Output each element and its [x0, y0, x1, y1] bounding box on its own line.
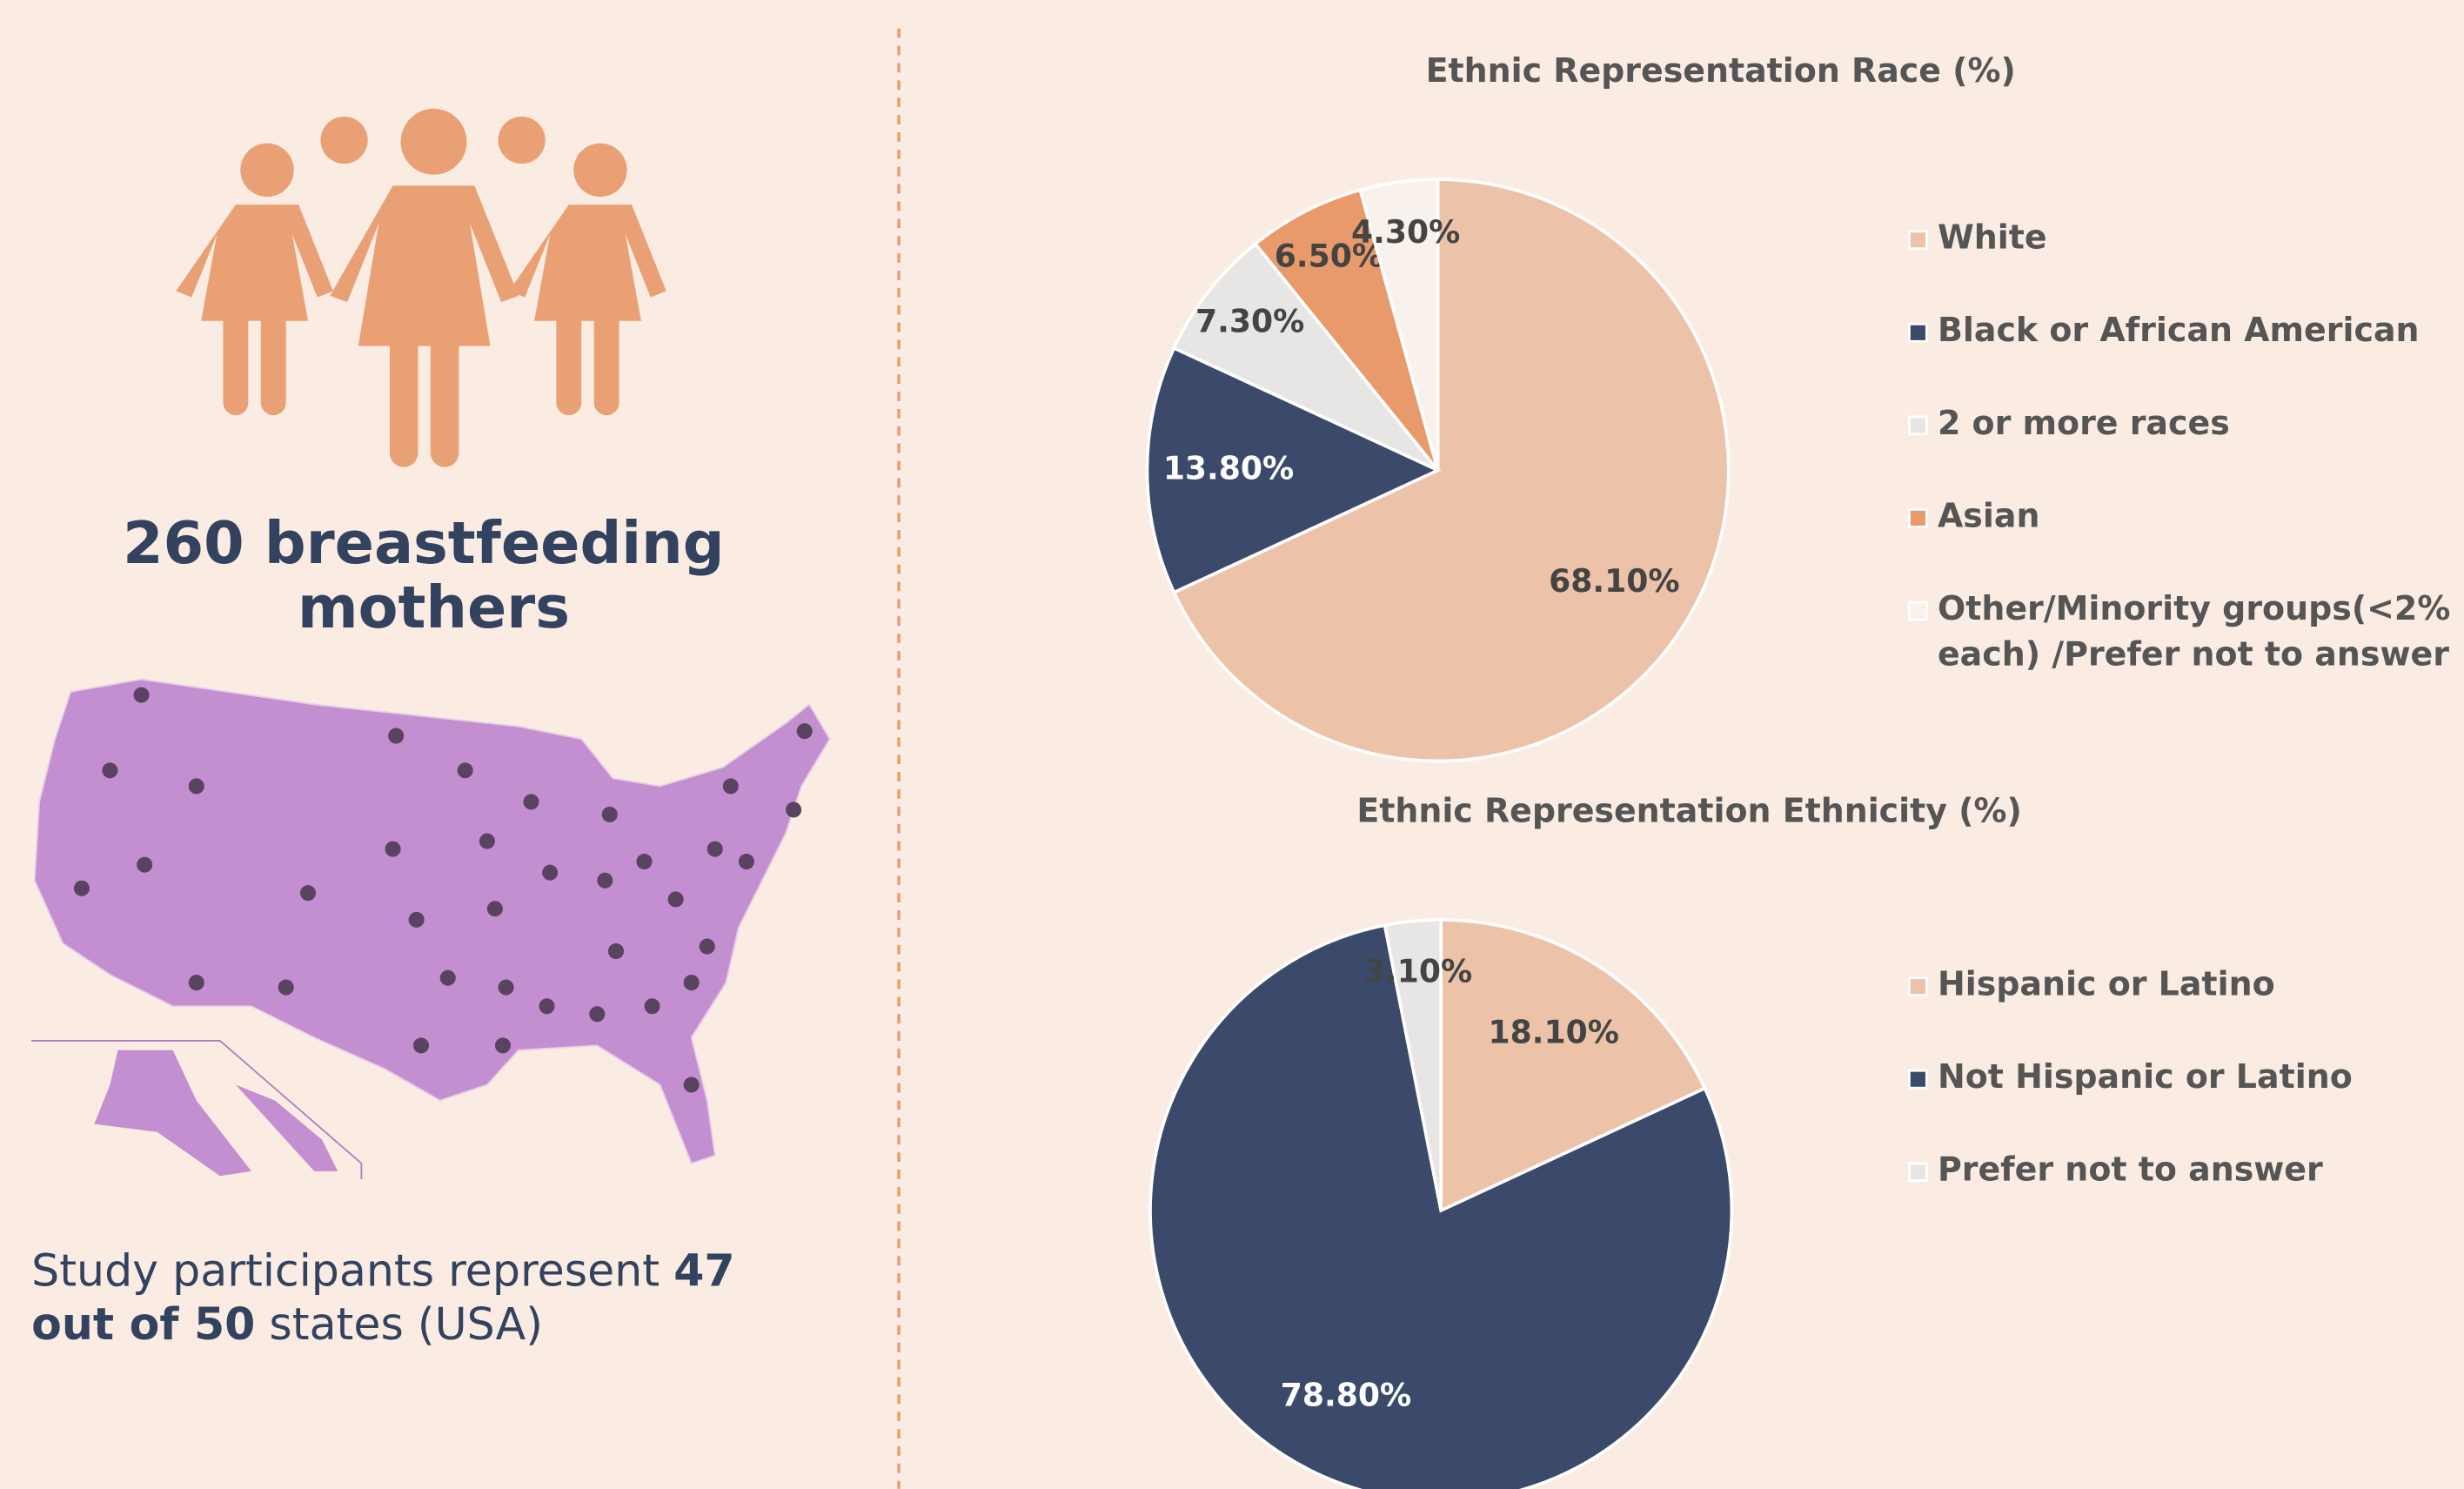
- caption: Study participants represent 47 out of 5…: [31, 1245, 749, 1350]
- data-label: 18.10%: [1489, 1013, 1619, 1050]
- data-label: 7.30%: [1195, 303, 1304, 340]
- legend-item: Prefer not to answer: [1937, 1150, 2323, 1189]
- us-map: [31, 678, 831, 1179]
- headline: 260 breastfeeding mothers: [123, 509, 745, 641]
- data-label: 3.10%: [1363, 952, 1472, 989]
- caption-bold: out of 50: [31, 1298, 255, 1350]
- pie-slice: [1439, 918, 1707, 1213]
- pie-slice: [1145, 345, 1442, 595]
- data-label: 6.50%: [1275, 238, 1383, 275]
- data-label: 4.30%: [1351, 213, 1460, 251]
- pie-slice: [1171, 241, 1440, 472]
- legend-swatch: [1908, 415, 1928, 436]
- legend-item: Hispanic or Latino: [1937, 965, 2275, 1003]
- legend-item: Other/Minority groups(<2% each) /Prefer …: [1937, 589, 2451, 674]
- pie-slice: [1148, 923, 1734, 1489]
- pie-slice: [1358, 178, 1440, 471]
- legend-swatch: [1908, 1162, 1928, 1183]
- legend-swatch: [1908, 600, 1928, 621]
- legend-label: Hispanic or Latino: [1937, 965, 2275, 1003]
- legend-item: Not Hispanic or Latino: [1937, 1057, 2353, 1097]
- headline-line: mothers: [298, 573, 570, 641]
- chart-title: Ethnic Representation Race (%): [1426, 51, 2016, 90]
- legend-swatch: [1908, 230, 1928, 251]
- legend-label: 2 or more races: [1937, 404, 2230, 442]
- chart-title: Ethnic Representation Ethnicity (%): [1356, 792, 2021, 830]
- people-icon: [176, 108, 666, 467]
- legend-swatch: [1908, 976, 1928, 996]
- legend-label: Other/Minority groups(<2% each) /Prefer …: [1937, 589, 2451, 674]
- legend-label: White: [1937, 218, 2047, 257]
- legend-swatch: [1908, 1069, 1928, 1090]
- pie-slice: [1253, 188, 1440, 472]
- pie-slice: [1383, 918, 1443, 1211]
- legend-label: Black or African American: [1937, 311, 2420, 350]
- legend-label: Prefer not to answer: [1937, 1150, 2323, 1189]
- caption-text: states (USA): [255, 1298, 543, 1350]
- legend-item: 2 or more races: [1937, 404, 2230, 442]
- caption-bold: 47: [673, 1245, 734, 1297]
- legend-swatch: [1908, 508, 1928, 528]
- data-label: 78.80%: [1281, 1376, 1411, 1413]
- data-label: 68.10%: [1549, 562, 1679, 600]
- pie-slice: [1171, 178, 1731, 763]
- legend-item: Black or African American: [1937, 311, 2420, 350]
- headline-line: 260 breastfeeding: [123, 509, 724, 577]
- legend-item: Asian: [1937, 497, 2040, 535]
- legend-label: Not Hispanic or Latino: [1937, 1057, 2353, 1097]
- caption-text: Study participants represent: [31, 1245, 673, 1297]
- data-label: 13.80%: [1163, 449, 1294, 486]
- legend-label: Asian: [1937, 497, 2040, 535]
- legend-item: White: [1937, 218, 2047, 257]
- legend-swatch: [1908, 323, 1928, 343]
